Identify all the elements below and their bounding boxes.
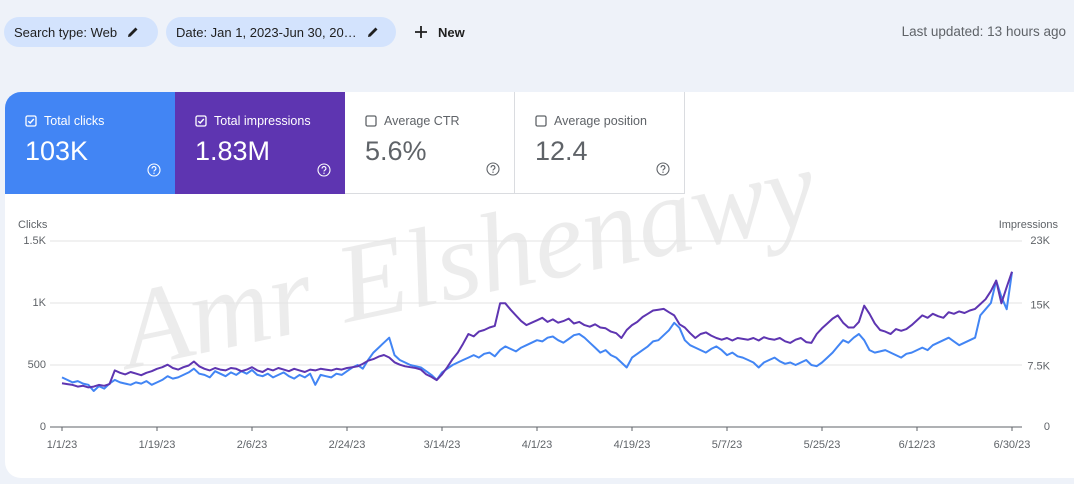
- new-label: New: [438, 24, 465, 40]
- metric-value: 103K: [25, 136, 89, 166]
- checkbox[interactable]: [195, 115, 207, 127]
- series-line: [61, 271, 1013, 392]
- chip-label: Search type: Web: [14, 24, 118, 40]
- y2-tick-label: 23K: [1030, 235, 1050, 247]
- x-tick-label: 4/19/23: [614, 439, 651, 451]
- help-icon: [656, 162, 670, 181]
- y2-tick-label: 0: [1044, 421, 1050, 433]
- x-tick-label: 4/1/23: [522, 439, 553, 451]
- metric-label-row: Total clicks: [25, 114, 175, 128]
- checkbox[interactable]: [25, 115, 37, 127]
- x-tick-label: 5/25/23: [804, 439, 841, 451]
- y-tick-label: 500: [28, 359, 46, 371]
- help-glyph[interactable]: [147, 163, 161, 177]
- metric-tile[interactable]: Total impressions 1.83M: [175, 92, 345, 194]
- y-tick-label: 1.5K: [23, 235, 46, 247]
- y2-axis-title: Impressions: [999, 219, 1059, 231]
- y-tick-label: 1K: [33, 297, 47, 309]
- chip-label: Date: Jan 1, 2023-Jun 30, 20…: [176, 24, 357, 40]
- y2-tick-label: 15K: [1030, 300, 1050, 312]
- metric-value: 12.4: [535, 136, 588, 166]
- help-icon: [147, 163, 161, 182]
- checkbox[interactable]: [365, 115, 377, 127]
- x-tick-label: 6/30/23: [994, 439, 1031, 451]
- y-axis-title: Clicks: [18, 219, 48, 231]
- x-tick-label: 2/24/23: [329, 439, 366, 451]
- metric-label: Total clicks: [44, 114, 105, 128]
- performance-card: Total clicks 103K Total impressions 1.83M Av…: [5, 92, 1074, 478]
- metric-value: 5.6%: [365, 136, 427, 166]
- new-button[interactable]: New: [414, 17, 465, 47]
- x-tick-label: 6/12/23: [899, 439, 936, 451]
- search-type-chip[interactable]: Search type: Web: [4, 17, 158, 47]
- checkbox[interactable]: [535, 115, 547, 127]
- date-chip[interactable]: Date: Jan 1, 2023-Jun 30, 20…: [166, 17, 396, 47]
- x-tick-label: 5/7/23: [712, 439, 743, 451]
- help-icon: [317, 163, 331, 182]
- metric-label-row: Average CTR: [365, 114, 514, 128]
- x-tick-label: 3/14/23: [424, 439, 461, 451]
- y-tick-label: 0: [40, 421, 46, 433]
- help-glyph[interactable]: [317, 163, 331, 177]
- edit-icon: [128, 27, 138, 37]
- x-tick-label: 1/1/23: [47, 439, 78, 451]
- help-icon: [486, 162, 500, 181]
- x-tick-label: 2/6/23: [237, 439, 268, 451]
- last-updated: Last updated: 13 hours ago: [901, 24, 1066, 39]
- x-tick-label: 1/19/23: [139, 439, 176, 451]
- metric-tile[interactable]: Average CTR 5.6%: [345, 92, 515, 194]
- metric-label: Total impressions: [214, 114, 311, 128]
- metric-label: Average position: [554, 114, 647, 128]
- watermark: Amr Elshenawy: [103, 125, 827, 395]
- metric-tile[interactable]: Total clicks 103K: [5, 92, 175, 194]
- metric-label-row: Average position: [535, 114, 684, 128]
- metric-label-row: Total impressions: [195, 114, 345, 128]
- plus-icon: [415, 26, 427, 38]
- help-glyph[interactable]: [656, 162, 670, 176]
- y2-tick-label: 7.5K: [1027, 360, 1050, 372]
- metric-label: Average CTR: [384, 114, 460, 128]
- help-glyph[interactable]: [486, 162, 500, 176]
- edit-icon: [367, 27, 378, 37]
- series-line: [61, 271, 1013, 389]
- metric-value: 1.83M: [195, 136, 271, 166]
- metric-tile[interactable]: Average position 12.4: [515, 92, 685, 194]
